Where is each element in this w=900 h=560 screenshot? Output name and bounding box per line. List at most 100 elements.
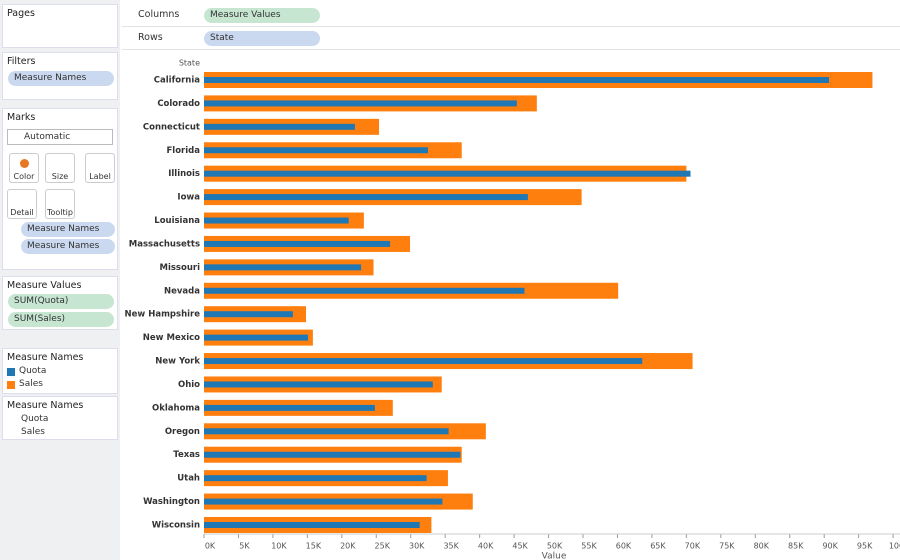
bar [204,100,517,107]
x-tick-label: 55K [581,542,597,551]
bar [204,217,349,224]
rows-pill[interactable]: State [204,31,320,46]
x-tick-label: 100K [889,542,900,551]
category-label: Oregon [165,427,200,437]
bar [204,240,391,247]
legend-title: Measure Names [7,400,84,411]
bar [204,123,355,130]
mark-pill[interactable]: Measure Names [21,222,115,237]
marks-panel: Marks Automatic Color Size Label Detail … [2,108,118,270]
bar [204,404,375,411]
x-tick-label: 65K [650,542,666,551]
panel-title: Measure Values [7,280,82,291]
x-axis-title: Value [542,552,567,560]
legend-swatch [7,368,15,376]
bar [204,475,427,482]
color-legend: Measure Names Quota Sales [2,348,118,394]
chart: State Value 0K 5K 10K 15K 20K 25K 30K 35K 40K 45K… [125,59,900,560]
bar [204,451,461,458]
legend-item: Quota [21,414,49,424]
bar [204,147,428,154]
mark-button[interactable]: Detail [7,189,37,219]
category-label: Texas [173,450,200,460]
filter-pill[interactable]: Measure Names [8,71,114,86]
category-label: New York [155,357,200,367]
mark-button[interactable]: Size [45,153,75,183]
x-tick-label: 85K [788,542,804,551]
bar [204,381,433,388]
category-label: Washington [143,497,200,507]
x-tick-label: 15K [306,542,322,551]
category-label: Illinois [168,169,200,179]
icon [20,159,29,168]
bar [204,194,528,201]
row-header: State [179,59,200,68]
x-tick-label: 60K [616,542,632,551]
bar [204,334,309,341]
category-label: Iowa [177,193,200,203]
bar [204,358,643,365]
legend-item: Quota [19,366,47,376]
mark-button[interactable]: Color [9,153,39,183]
bar [204,170,691,177]
x-tick-label: 0K [205,542,216,551]
button-label: Tooltip [47,208,73,217]
category-label: New Hampshire [125,310,201,320]
measure-pill[interactable]: SUM(Sales) [8,312,114,327]
legend-item: Sales [19,379,43,389]
bar [204,77,830,83]
category-label: California [154,76,200,86]
size-legend: Measure Names Quota Sales [2,396,118,440]
x-tick-label: 35K [443,542,459,551]
rows-shelf: Rows State [122,27,900,50]
pages-panel: Pages [2,4,118,48]
mark-type-dropdown[interactable]: Automatic [7,129,113,145]
button-label: Size [51,172,69,181]
bar [204,428,449,435]
x-tick-label: 20K [340,542,356,551]
category-label: Louisiana [154,216,200,226]
x-tick-label: 40K [478,542,494,551]
x-tick-label: 50K [547,542,563,551]
legend-title: Measure Names [7,352,84,363]
category-label: Colorado [157,99,200,109]
button-label: Detail [10,208,34,217]
x-tick-label: 70K [685,542,701,551]
x-tick-label: 5K [239,542,250,551]
mark-button[interactable]: Label [85,153,115,183]
button-label: Color [13,172,35,181]
button-label: Label [89,172,111,181]
bar [204,521,420,528]
category-label: Utah [177,474,200,484]
legend-item: Sales [21,427,45,437]
mark-button[interactable]: Tooltip [45,189,75,219]
x-tick-label: 45K [512,542,528,551]
x-tick-label: 80K [754,542,770,551]
sidebar: Pages Filters Measure Names Marks Automa… [0,0,120,560]
category-label: Oklahoma [152,403,200,413]
shelf-label: Rows [138,32,163,43]
category-label: Ohio [178,380,200,390]
x-tick-label: 75K [719,542,735,551]
filters-panel: Filters Measure Names [2,52,118,100]
x-tick-label: 10K [271,542,287,551]
x-tick-label: 30K [409,542,425,551]
measure-pill[interactable]: SUM(Quota) [8,294,114,309]
panel-title: Filters [7,56,36,67]
panel-title: Marks [7,112,36,123]
shelf-label: Columns [138,9,180,20]
category-label: New Mexico [143,333,200,343]
category-label: Nevada [164,286,200,296]
bar [204,311,293,318]
bar [204,498,443,505]
mark-pill[interactable]: Measure Names [21,239,115,254]
x-tick-label: 95K [857,542,873,551]
x-tick-label: 90K [822,542,838,551]
columns-pill[interactable]: Measure Values [204,8,320,23]
bar [204,264,362,271]
columns-shelf: Columns Measure Values [122,4,900,27]
panel-title: Pages [7,8,35,19]
bar [204,287,525,294]
category-label: Florida [167,146,201,156]
